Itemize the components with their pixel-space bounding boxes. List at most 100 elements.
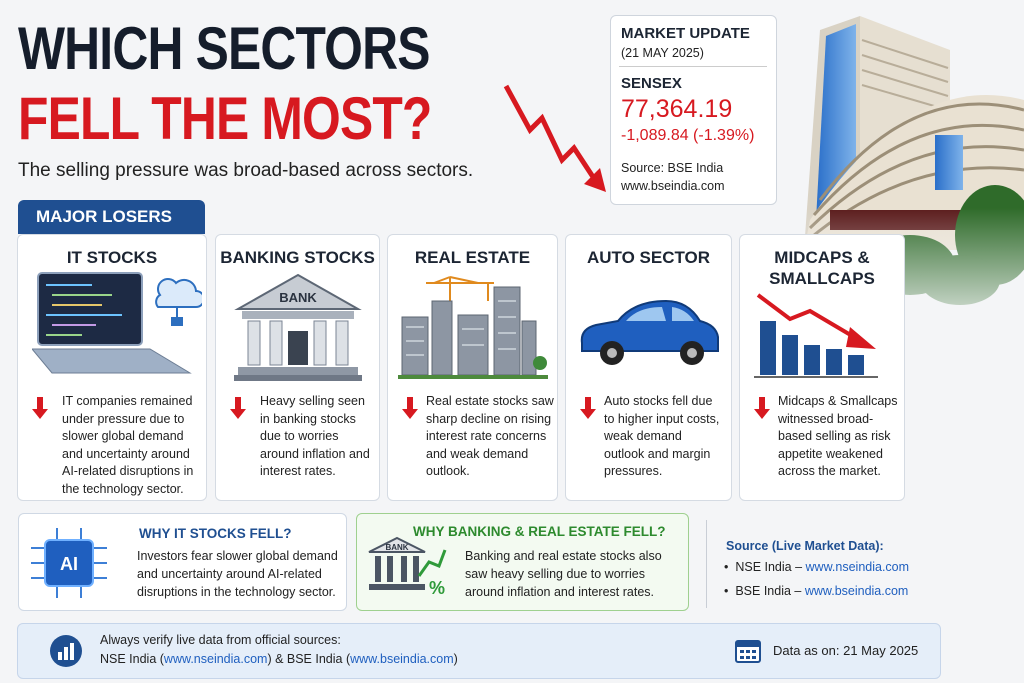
footer-note: Always verify live data from official so… [100, 633, 341, 647]
buildings [401, 286, 537, 376]
real-estate-illustration [398, 276, 548, 379]
source-divider [706, 520, 707, 608]
sector-title: IT STOCKS [66, 248, 158, 267]
divider [619, 66, 767, 67]
base [234, 375, 362, 381]
sector-text: Midcaps & Smallcaps witnessed broad-base… [778, 394, 898, 478]
market-source: Source: BSE India [621, 161, 724, 175]
footer-url[interactable]: www.bseindia.com [350, 652, 454, 666]
footer-links: NSE India (www.nseindia.com) & BSE India… [100, 652, 458, 666]
sector-card: REAL ESTATE Real estate stocks saw sharp… [387, 234, 558, 501]
car-illustration [580, 299, 719, 365]
columns-part [413, 556, 419, 582]
down-arrow [402, 397, 418, 419]
sector-title: AUTO SECTOR [586, 248, 711, 267]
columns [247, 320, 349, 366]
sector-card: BANKING STOCKS BANK Heavy selling seen i… [215, 234, 380, 501]
crane-part [433, 276, 451, 284]
percent-sign: % [429, 578, 445, 598]
columns-part [401, 556, 407, 582]
bank-icon-label: BANK [385, 543, 408, 552]
bank-percent-icon: BANK % [368, 536, 447, 598]
cloud [155, 278, 202, 308]
bars [760, 321, 864, 375]
sector-text: IT companies remained under pressure due… [62, 394, 194, 496]
source-url[interactable]: www.bseindia.com [804, 584, 909, 598]
hub [607, 348, 617, 358]
source-name: BSE India – [735, 584, 802, 598]
keyboard-base [32, 348, 192, 374]
sector-title: REAL ESTATE [414, 248, 531, 267]
chart-icon [50, 635, 82, 667]
down-arrow [230, 397, 246, 419]
chip [44, 539, 94, 587]
down-arrow-shape [402, 397, 418, 419]
calendar-days-part [746, 650, 750, 653]
index-value: 77,364.19 [621, 95, 733, 123]
explainer-box: BANK % WHY BANKING & REAL ESTATE FELL? B… [356, 513, 689, 611]
source-item: • NSE India – www.nseindia.com [724, 560, 910, 574]
windows [406, 300, 516, 356]
buildings-part [493, 286, 521, 376]
section-tab: MAJOR LOSERS [18, 200, 205, 234]
icon-bars-part [58, 652, 62, 660]
buildings-part [521, 320, 537, 376]
footer: Always verify live data from official so… [17, 623, 941, 679]
footer-text: ) [453, 652, 458, 666]
sources-heading: Source (Live Market Data): [726, 539, 884, 553]
down-arrow [580, 397, 596, 419]
source-url[interactable]: www.nseindia.com [805, 560, 910, 574]
bars-part [804, 345, 820, 375]
trend-arrow-head [846, 327, 876, 349]
chip-label: AI [60, 554, 78, 574]
calendar-top [736, 641, 760, 647]
laptop-illustration [32, 272, 202, 374]
source-item: • BSE India – www.bseindia.com [724, 584, 909, 598]
pediment [234, 273, 362, 310]
footer-date: Data as on: 21 May 2025 [773, 643, 919, 658]
market-url: www.bseindia.com [621, 179, 725, 193]
columns-part [313, 320, 327, 366]
arrow-head [584, 168, 606, 192]
market-update-box: MARKET UPDATE (21 MAY 2025) SENSEX 77,36… [610, 15, 777, 205]
index-change: -1,089.84 (-1.39%) [621, 127, 755, 144]
icon-bars-part [64, 647, 68, 660]
trend-line [756, 293, 856, 339]
ai-chip-icon: AI [31, 528, 107, 598]
columns [375, 556, 419, 582]
source-name: NSE India – [735, 560, 803, 574]
door [288, 331, 308, 365]
calendar-days-part [740, 650, 744, 653]
footer-url[interactable]: www.nseindia.com [163, 652, 268, 666]
bank-sign: BANK [279, 290, 317, 305]
footer-text: NSE India ( [100, 652, 164, 666]
down-arrow-shape [580, 397, 596, 419]
bars-part [782, 335, 798, 375]
footer-text: ) & BSE India ( [267, 652, 351, 666]
columns-part [335, 320, 349, 366]
columns-part [387, 556, 393, 582]
chip-pins [31, 528, 107, 598]
sector-card: AUTO SECTOR Auto stocks fell due to high… [565, 234, 732, 501]
calendar-days-part [740, 656, 744, 659]
explainer-text: Banking and real estate stocks also saw … [465, 549, 662, 599]
down-arrow-shape [230, 397, 246, 419]
steps [238, 367, 358, 375]
calendar-days [740, 650, 756, 659]
title-line-2: FELL THE MOST? [18, 85, 432, 152]
bars-part [826, 349, 842, 375]
base [369, 584, 425, 590]
calendar-icon [735, 640, 761, 663]
beam [242, 311, 354, 319]
crane-part [449, 276, 479, 284]
calendar-days-part [752, 650, 756, 653]
calendar-days-part [746, 656, 750, 659]
buildings-part [431, 300, 453, 376]
falling-bars-illustration [754, 293, 878, 378]
columns-part [247, 320, 261, 366]
market-date: (21 MAY 2025) [621, 46, 704, 60]
sector-text: Auto stocks fell due to higher input cos… [604, 394, 720, 478]
pediment [368, 536, 426, 553]
columns-part [375, 556, 381, 582]
